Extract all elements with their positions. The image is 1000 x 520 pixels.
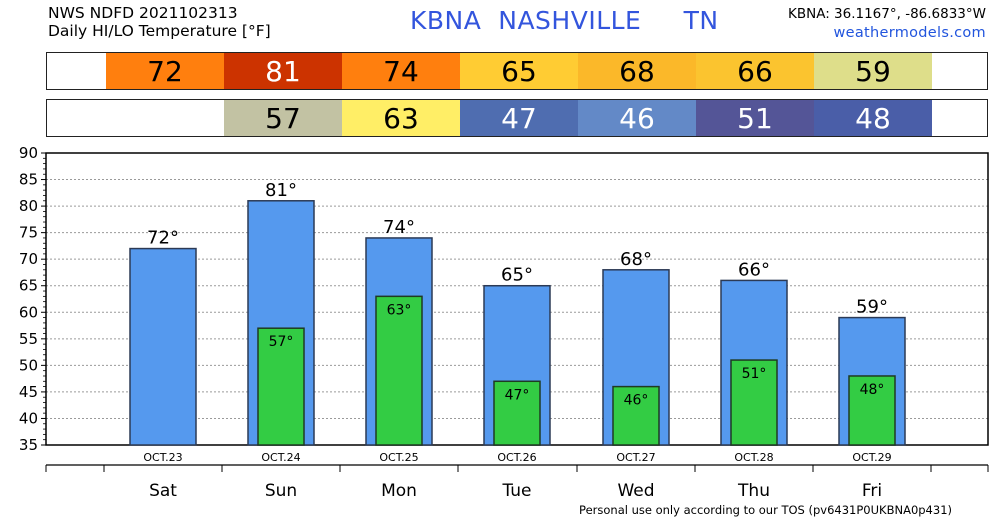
- chart-header-right: KBNA: 36.1167°, -86.6833°W weathermodels…: [788, 5, 986, 43]
- y-tick-label-0: 35: [19, 436, 38, 454]
- weekday-label-6: Fri: [862, 481, 882, 500]
- date-label-4: OCT.27: [616, 451, 655, 464]
- y-tick-label-2: 45: [19, 383, 38, 401]
- low-strip-cell-1: 57: [224, 100, 342, 136]
- high-strip-cell-3: 65: [460, 53, 578, 89]
- high-bar-label-0: 72°: [147, 228, 179, 249]
- low-bar-label-2: 63°: [387, 302, 412, 318]
- high-strip-cell-2: 74: [342, 53, 460, 89]
- high-temperature-strip: 72 81 74 65 68 66 59: [46, 52, 988, 90]
- date-label-5: OCT.28: [734, 451, 773, 464]
- low-strip-cell-6: 48: [814, 100, 932, 136]
- chart-title: Daily HI/LO Temperature [°F]: [48, 22, 271, 40]
- y-tick-label-11: 90: [19, 144, 38, 162]
- weekday-label-2: Mon: [381, 481, 417, 500]
- high-bar-label-3: 65°: [501, 265, 533, 286]
- weekday-label-3: Tue: [501, 481, 531, 500]
- low-bar-sun: [257, 327, 305, 446]
- high-bar-label-2: 74°: [383, 217, 415, 238]
- low-strip-cell-2: 63: [342, 100, 460, 136]
- weekday-label-1: Sun: [265, 481, 297, 500]
- low-bar-label-5: 51°: [742, 366, 767, 382]
- high-bar-sat: [129, 247, 197, 446]
- date-label-0: OCT.23: [143, 451, 182, 464]
- y-tick-label-6: 65: [19, 277, 38, 295]
- high-strip-cell-1: 81: [224, 53, 342, 89]
- y-tick-label-5: 60: [19, 303, 38, 321]
- high-bar-label-4: 68°: [620, 249, 652, 270]
- low-bar-label-6: 48°: [860, 382, 885, 398]
- date-label-2: OCT.25: [379, 451, 418, 464]
- low-bar-tue: [493, 380, 541, 446]
- low-strip-cell-5: 51: [696, 100, 814, 136]
- y-tick-label-8: 75: [19, 224, 38, 242]
- y-tick-label-9: 80: [19, 197, 38, 215]
- station-location: KBNA NASHVILLE TN: [410, 6, 719, 35]
- low-bar-label-1: 57°: [269, 334, 294, 350]
- weekday-label-5: Thu: [737, 481, 770, 500]
- model-run-label: NWS NDFD 2021102313: [48, 4, 238, 22]
- low-bar-label-4: 46°: [624, 393, 649, 409]
- high-strip-cell-6: 59: [814, 53, 932, 89]
- low-strip-cell-3: 47: [460, 100, 578, 136]
- tos-footer: Personal use only according to our TOS (…: [579, 503, 952, 517]
- date-label-3: OCT.26: [497, 451, 536, 464]
- weekday-label-4: Wed: [617, 481, 654, 500]
- low-temperature-strip: 57 63 47 46 51 48: [46, 99, 988, 137]
- y-tick-label-1: 40: [19, 409, 38, 427]
- low-bar-thu: [730, 359, 778, 446]
- high-bar-label-6: 59°: [856, 297, 888, 318]
- low-strip-cell-0: [106, 100, 224, 136]
- y-tick-label-10: 85: [19, 171, 38, 189]
- date-label-6: OCT.29: [852, 451, 891, 464]
- weekday-label-0: Sat: [149, 481, 177, 500]
- hi-lo-bar-chart: 35 40 45 50 55 60 65 70 75 80 85 90 72° OCT.23 Sat 81° 5…: [19, 144, 989, 500]
- high-bar-label-1: 81°: [265, 180, 297, 201]
- low-strip-cell-4: 46: [578, 100, 696, 136]
- low-bar-mon: [375, 295, 423, 446]
- low-bar-wed: [612, 385, 660, 446]
- y-tick-label-7: 70: [19, 250, 38, 268]
- site-link[interactable]: weathermodels.com: [833, 25, 986, 41]
- high-strip-cell-0: 72: [106, 53, 224, 89]
- y-tick-label-4: 55: [19, 330, 38, 348]
- low-bar-label-3: 47°: [505, 387, 530, 403]
- station-coordinates: KBNA: 36.1167°, -86.6833°W: [787, 6, 986, 22]
- chart-header-left: NWS NDFD 2021102313 Daily HI/LO Temperat…: [48, 4, 271, 40]
- high-strip-cell-5: 66: [696, 53, 814, 89]
- high-bar-label-5: 66°: [738, 259, 770, 280]
- y-tick-label-3: 50: [19, 356, 38, 374]
- date-label-1: OCT.24: [261, 451, 300, 464]
- low-bar-fri: [848, 375, 896, 446]
- high-strip-cell-4: 68: [578, 53, 696, 89]
